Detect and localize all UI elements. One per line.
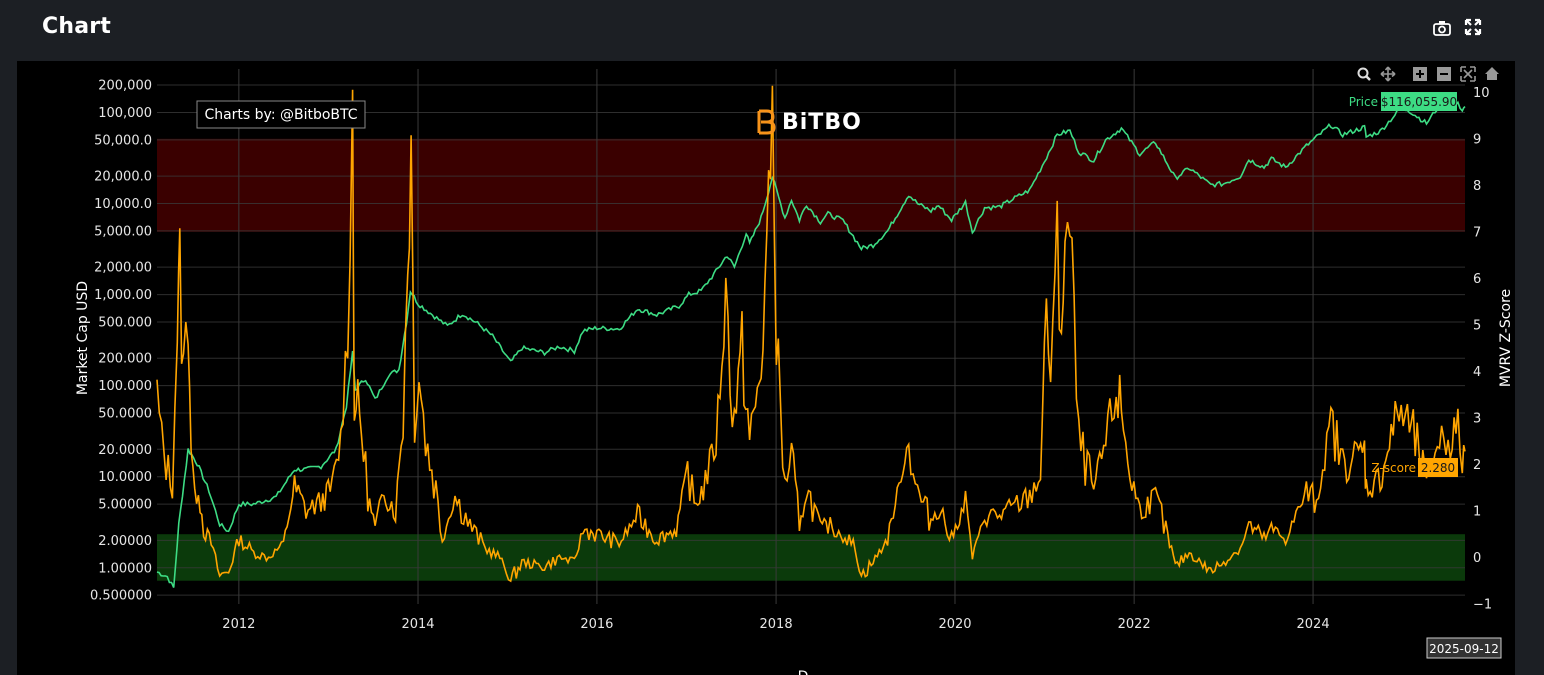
hover-date-label: 2025-09-12 (1426, 637, 1502, 659)
left-tick-label: 200,000 (98, 79, 152, 94)
watermark-text: Charts by: @BitboBTC (204, 107, 357, 123)
left-tick-label: 5.00000 (98, 498, 152, 513)
left-tick-label: 10,000.0 (94, 197, 152, 212)
zscore-series-line (156, 85, 1466, 583)
right-tick-label: 7 (1473, 225, 1481, 240)
right-tick-label: 0 (1473, 551, 1481, 566)
camera-icon[interactable] (1432, 18, 1452, 38)
price-end-label: Price $116,055.90 (1349, 92, 1457, 111)
chart-svg[interactable]: 200,000 100,000 50,000.0 20,000.0 10,000.0 5,… (17, 61, 1515, 675)
left-tick-label: 2,000.00 (94, 261, 152, 276)
red-zone-band (157, 138, 1465, 232)
left-tick-label: 2.00000 (98, 534, 152, 549)
x-tick-label: 2014 (401, 617, 434, 632)
x-tick-label: 2024 (1297, 617, 1330, 632)
left-tick-label: 20.0000 (98, 443, 152, 458)
left-tick-label: 10.0000 (98, 470, 152, 485)
watermark: Charts by: @BitboBTC (196, 100, 366, 129)
zscore-label-name: Z-score (1371, 461, 1416, 475)
modebar[interactable] (1357, 66, 1500, 82)
right-tick-label: 2 (1473, 458, 1481, 473)
fullscreen-icon[interactable] (1464, 18, 1484, 38)
left-axis-title: Market Cap USD (75, 281, 91, 395)
right-tick-label: 8 (1473, 179, 1481, 194)
zoom-icon[interactable] (1357, 67, 1371, 81)
zoom-in-icon[interactable] (1413, 67, 1427, 81)
right-axis-title: MVRV Z-Score (1498, 289, 1514, 387)
price-series-line (156, 100, 1466, 588)
x-tick-label: 2016 (580, 617, 613, 632)
right-tick-label: −1 (1473, 598, 1492, 613)
page-title: Chart (42, 14, 112, 39)
right-tick-label: 9 (1473, 132, 1481, 147)
pan-icon[interactable] (1380, 66, 1396, 82)
price-label-value: $116,055.90 (1381, 95, 1457, 109)
left-tick-label: 1.00000 (98, 561, 152, 576)
hover-date-text: 2025-09-12 (1429, 642, 1499, 656)
x-tick-label: 2022 (1118, 617, 1151, 632)
green-zone-band (157, 534, 1465, 581)
x-axis-title: D (798, 669, 809, 675)
price-label-name: Price (1349, 95, 1378, 109)
x-tick-label: 2012 (222, 617, 255, 632)
left-tick-label: 5,000.00 (94, 224, 152, 239)
zscore-label-value: 2.280 (1421, 461, 1455, 475)
left-tick-label: 50.0000 (98, 407, 152, 422)
right-tick-label: 10 (1473, 86, 1490, 101)
right-tick-label: 4 (1473, 365, 1481, 380)
right-tick-label: 6 (1473, 272, 1481, 287)
left-tick-label: 100,000 (98, 106, 152, 121)
chart-panel[interactable]: 200,000 100,000 50,000.0 20,000.0 10,000.0 5,… (17, 61, 1515, 675)
left-tick-label: 200.000 (98, 352, 152, 367)
left-tick-label: 100.000 (98, 379, 152, 394)
right-tick-label: 5 (1473, 318, 1481, 333)
right-tick-label: 1 (1473, 504, 1481, 519)
logo-text: BiTBO (782, 110, 862, 135)
left-tick-label: 50,000.0 (94, 133, 152, 148)
left-tick-label: 1,000.00 (94, 288, 152, 303)
chart-header: Chart (0, 0, 1544, 58)
right-tick-label: 3 (1473, 411, 1481, 426)
autoscale-icon[interactable] (1460, 66, 1476, 82)
zoom-out-icon[interactable] (1437, 67, 1451, 81)
x-tick-label: 2018 (760, 617, 793, 632)
x-tick-label: 2020 (938, 617, 971, 632)
reset-axes-icon[interactable] (1485, 67, 1499, 80)
left-tick-label: 20,000.0 (94, 170, 152, 185)
bitbo-logo: BiTBO (757, 109, 862, 135)
left-tick-label: 500.000 (98, 315, 152, 330)
left-tick-label: 0.500000 (90, 589, 152, 604)
zscore-end-label: Z-score 2.280 (1371, 458, 1458, 477)
